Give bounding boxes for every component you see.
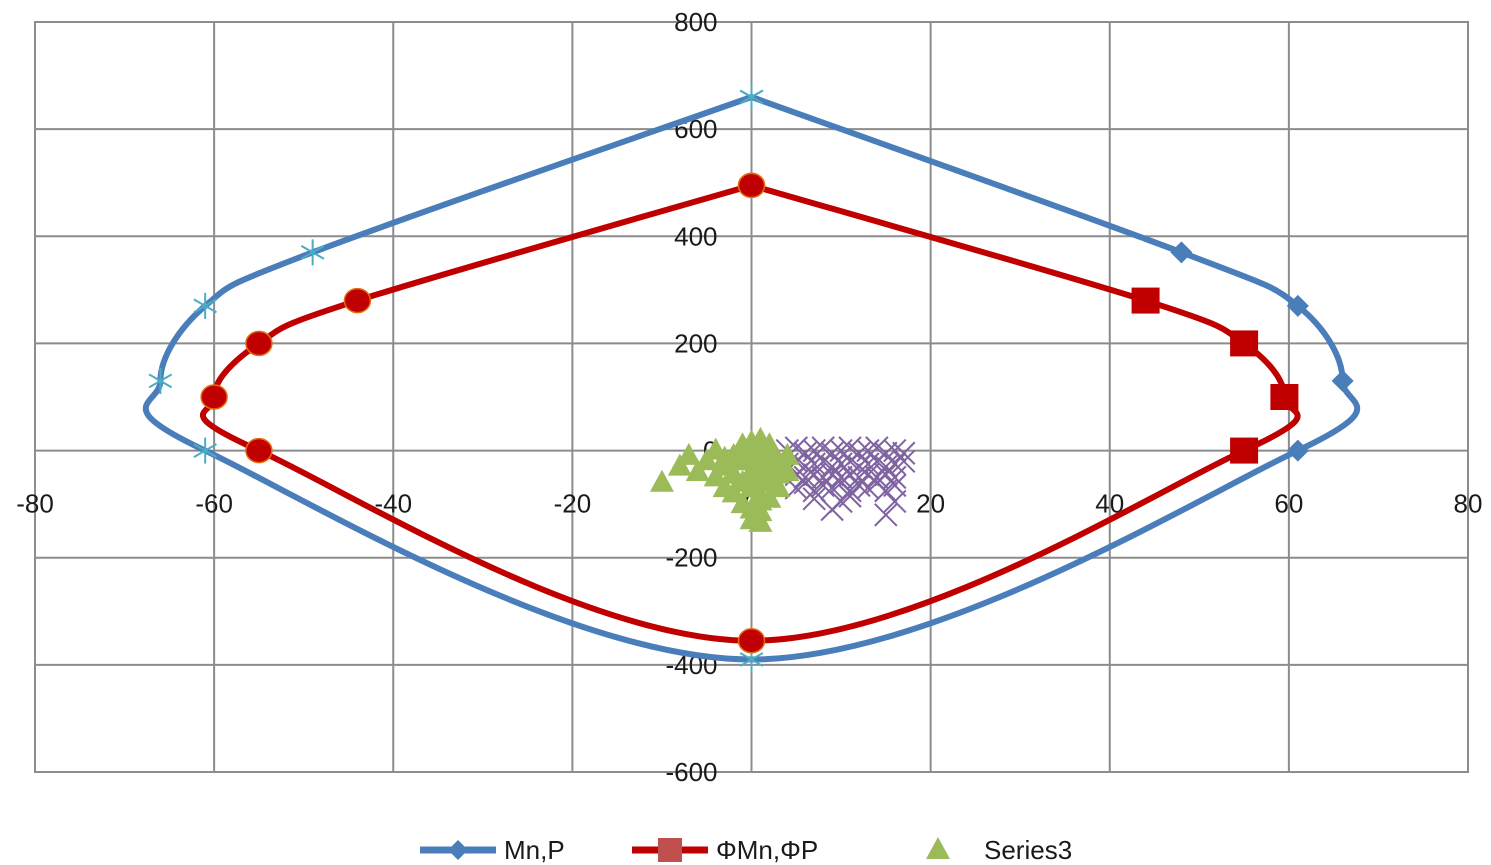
series-phi-mn-phi-p-marker — [737, 172, 766, 199]
series-mn-p-marker — [148, 367, 173, 394]
series-phi-mn-phi-p-marker — [737, 628, 766, 654]
series3-marker — [748, 509, 773, 532]
series-mn-p-marker — [1331, 369, 1354, 392]
series-unlabeled-x-marker — [865, 465, 889, 490]
series-unlabeled-x-marker — [829, 465, 853, 490]
y-tick-label: -200 — [665, 543, 717, 573]
y-tick-label: 400 — [674, 221, 717, 251]
series-unlabeled-x-marker — [838, 484, 862, 508]
series-unlabeled-x-marker — [820, 454, 844, 479]
series-unlabeled-x-marker — [883, 489, 907, 514]
legend-label: ΦMn,ΦP — [716, 835, 818, 865]
x-tick-label: 80 — [1454, 489, 1483, 519]
series3-marker — [739, 467, 764, 490]
series-unlabeled-x-marker — [874, 454, 898, 479]
x-tick-label: 60 — [1274, 489, 1303, 519]
series-phi-mn-phi-p-marker — [245, 330, 273, 357]
series3-marker — [676, 442, 701, 465]
series-phi-mn-phi-p-marker — [1131, 287, 1160, 314]
x-tick-label: 20 — [916, 489, 945, 519]
series-unlabeled-x-marker — [892, 449, 916, 473]
series-phi-mn-phi-p-marker — [245, 437, 273, 464]
series-mn-p-marker — [1286, 294, 1309, 317]
x-tick-label: -60 — [195, 489, 233, 519]
series3-marker — [757, 434, 782, 457]
series-phi-mn-phi-p-line — [200, 182, 1301, 644]
x-tick-label: -80 — [16, 489, 54, 519]
legend-label: Mn,P — [504, 835, 565, 865]
y-tick-label: 800 — [674, 7, 717, 37]
series-unlabeled-x-marker — [793, 465, 817, 490]
series-mn-p-marker — [193, 292, 217, 319]
series-phi-mn-phi-p-marker — [343, 287, 372, 314]
legend-item-series3: Series3 — [926, 835, 1072, 865]
series-phi-mn-phi-p-marker — [200, 384, 228, 410]
legend-marker-square — [658, 838, 682, 862]
legend: Mn,P ΦMn,ΦP Series3 — [420, 835, 1072, 865]
series3-marker — [649, 469, 674, 492]
series3-marker — [766, 475, 791, 498]
series-phi-mn-phi-p-marker — [1230, 330, 1259, 357]
series-unlabeled-x-marker — [874, 503, 898, 527]
series-unlabeled-x-marker — [847, 465, 871, 490]
series-mn-p-marker — [1170, 241, 1193, 264]
x-tick-label: -20 — [554, 489, 592, 519]
series-mn-p-marker — [1286, 439, 1309, 462]
series-phi-mn-phi-p-marker — [1230, 437, 1259, 464]
series-mn-p-marker — [300, 239, 325, 266]
legend-marker-diamond — [448, 840, 468, 860]
series-unlabeled-x-marker — [802, 487, 826, 511]
legend-marker-triangle — [926, 837, 950, 859]
series3-marker — [712, 445, 737, 468]
legend-item-mn-p: Mn,P — [420, 835, 565, 865]
y-tick-label: 200 — [674, 328, 717, 358]
y-tick-label: -600 — [665, 757, 717, 787]
series-mn-p-marker — [193, 437, 217, 464]
legend-label: Series3 — [984, 835, 1072, 865]
series-mn-p-marker — [739, 84, 764, 110]
series-unlabeled-x-marker — [892, 441, 916, 465]
series-layer — [142, 84, 1361, 673]
series3-marker — [766, 450, 791, 473]
series3-marker — [748, 488, 773, 511]
tick-labels: -80-60-40-20020406080-600-400-2000200400… — [16, 7, 1482, 787]
series-unlabeled-x-marker — [883, 465, 907, 490]
series-phi-mn-phi-p-marker — [1270, 384, 1299, 410]
series-unlabeled-x-marker — [811, 465, 835, 490]
legend-item-phi-mn-phi-p: ΦMn,ΦP — [632, 835, 818, 865]
